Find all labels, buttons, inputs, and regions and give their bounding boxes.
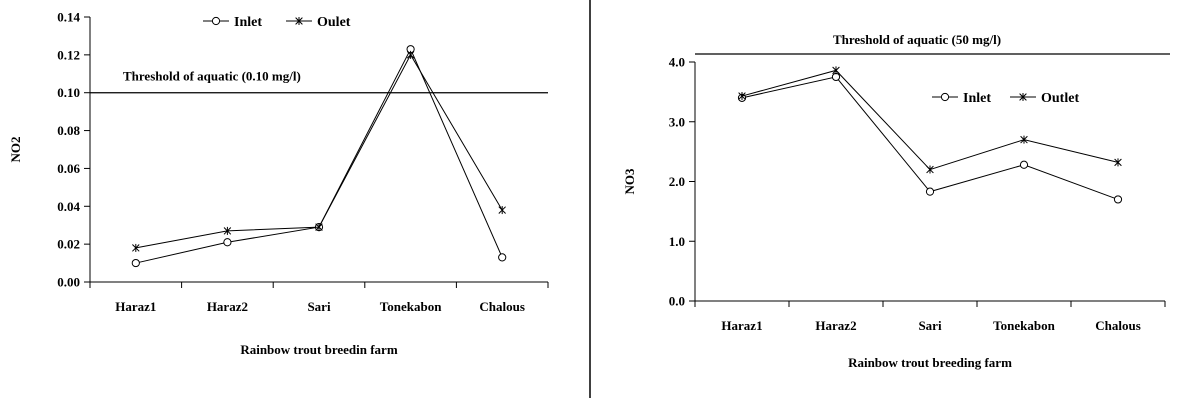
y-tick-label: 0.12 bbox=[57, 47, 80, 62]
chart-title: Threshold of aquatic (50 mg/l) bbox=[833, 32, 1001, 47]
x-tick-label: Haraz1 bbox=[115, 299, 156, 314]
x-tick-label: Sari bbox=[307, 299, 331, 314]
y-tick-label: 0.0 bbox=[669, 294, 685, 309]
x-tick-label: Haraz2 bbox=[815, 318, 856, 333]
data-point-inlet bbox=[223, 238, 232, 247]
x-tick-label: Tonekabon bbox=[993, 318, 1055, 333]
no2-chart: 0.00 0.02 0.04 0.06 0.08 0.10 0.12 0.14 Haraz1 Ha… bbox=[8, 10, 549, 357]
y-axis-label: NO3 bbox=[622, 168, 637, 195]
legend-marker bbox=[211, 16, 221, 26]
data-point-inlet bbox=[498, 253, 507, 262]
x-tick-label: Chalous bbox=[1095, 318, 1141, 333]
legend-item-inlet: Inlet bbox=[932, 91, 991, 106]
data-point-outlet bbox=[832, 66, 840, 75]
y-tick-label: 0.10 bbox=[57, 85, 80, 100]
data-point-oulet bbox=[132, 243, 140, 252]
legend-marker bbox=[1019, 93, 1027, 101]
y-tick-label: 3.0 bbox=[669, 114, 685, 129]
series-line-oulet bbox=[135, 53, 503, 249]
y-tick-label: 0.14 bbox=[57, 10, 80, 25]
data-point-inlet bbox=[1113, 195, 1123, 204]
x-tick-label: Sari bbox=[918, 318, 942, 333]
y-tick-label: 0.06 bbox=[57, 161, 80, 176]
y-tick-label: 1.0 bbox=[669, 234, 685, 249]
data-point-outlet bbox=[738, 92, 746, 101]
data-point-outlet bbox=[926, 165, 934, 174]
x-axis-label: Rainbow trout breedin farm bbox=[240, 342, 397, 357]
legend-item-inlet: Inlet bbox=[203, 15, 262, 30]
legend-marker bbox=[295, 17, 303, 25]
x-tick-label: Haraz1 bbox=[721, 318, 762, 333]
data-point-inlet bbox=[925, 187, 935, 196]
x-tick-label: Tonekabon bbox=[380, 299, 442, 314]
data-point-inlet bbox=[831, 72, 841, 82]
y-tick-label: 0.02 bbox=[57, 237, 80, 252]
legend-label: Outlet bbox=[1041, 91, 1079, 106]
legend-label: Inlet bbox=[234, 15, 262, 30]
data-point-outlet bbox=[1114, 158, 1122, 167]
data-point-outlet bbox=[1020, 135, 1028, 144]
x-tick-label: Haraz2 bbox=[207, 299, 248, 314]
x-axis-label: Rainbow trout breeding farm bbox=[848, 355, 1012, 370]
y-tick-label: 4.0 bbox=[669, 55, 685, 70]
x-tick-label: Chalous bbox=[479, 299, 525, 314]
y-tick-label: 0.04 bbox=[57, 199, 80, 214]
data-point-oulet bbox=[223, 226, 232, 235]
y-tick-label: 2.0 bbox=[669, 174, 685, 189]
legend-item-oulet: Oulet bbox=[286, 15, 351, 30]
threshold-label: Threshold of aquatic (0.10 mg/l) bbox=[123, 69, 301, 84]
data-point-oulet bbox=[498, 206, 506, 215]
y-tick-label: 0.00 bbox=[57, 275, 80, 290]
data-point-inlet bbox=[131, 258, 140, 268]
legend-marker bbox=[940, 92, 950, 102]
y-tick-label: 0.08 bbox=[57, 123, 80, 138]
data-point-oulet bbox=[406, 50, 415, 59]
legend-label: Oulet bbox=[317, 15, 351, 30]
data-point-inlet bbox=[1019, 160, 1029, 169]
data-point-oulet bbox=[315, 223, 323, 232]
legend-label: Inlet bbox=[963, 91, 991, 106]
y-axis-label: NO2 bbox=[8, 137, 23, 163]
legend-item-outlet: Outlet bbox=[1010, 91, 1079, 106]
no3-chart: 0.0 1.0 2.0 3.0 4.0 Haraz1 Haraz2 Sari Tonekabon… bbox=[622, 32, 1170, 370]
